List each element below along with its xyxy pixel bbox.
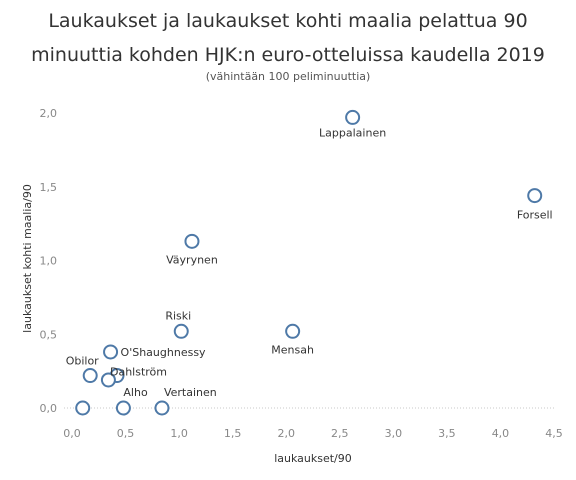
x-tick-label: 4,0 bbox=[492, 427, 510, 440]
point-label: Alho bbox=[123, 386, 148, 399]
point-label: Väyrynen bbox=[166, 253, 218, 266]
y-tick-label: 1,5 bbox=[40, 181, 58, 194]
data-point bbox=[345, 109, 361, 125]
chart-subtitle: (vähintään 100 peliminuuttia) bbox=[205, 70, 371, 83]
data-point bbox=[100, 372, 116, 388]
y-tick-label: 2,0 bbox=[40, 107, 58, 120]
point-label: Dahlström bbox=[110, 366, 167, 379]
data-point bbox=[527, 188, 543, 204]
point-label: Vertainen bbox=[164, 386, 217, 399]
point-label: Forsell bbox=[517, 209, 553, 222]
x-tick-label: 0,0 bbox=[63, 427, 81, 440]
chart-title-line-2: minuuttia kohden HJK:n euro-otteluissa k… bbox=[31, 44, 545, 66]
point-label: Mensah bbox=[271, 343, 314, 356]
chart-title-line-1: Laukaukset ja laukaukset kohti maalia pe… bbox=[48, 10, 528, 32]
y-tick-label: 1,0 bbox=[40, 255, 58, 268]
x-tick-label: 1,5 bbox=[224, 427, 242, 440]
point-label: Riski bbox=[165, 309, 191, 322]
x-tick-label: 3,0 bbox=[385, 427, 403, 440]
x-tick-label: 4,5 bbox=[545, 427, 563, 440]
y-tick-label: 0,0 bbox=[40, 402, 58, 415]
x-axis-title: laukaukset/90 bbox=[274, 452, 352, 465]
point-label: Obilor bbox=[66, 355, 99, 368]
data-point bbox=[103, 344, 119, 360]
x-tick-label: 3,5 bbox=[438, 427, 456, 440]
data-point bbox=[82, 368, 98, 384]
data-point bbox=[154, 400, 170, 416]
point-label: O'Shaughnessy bbox=[121, 346, 207, 359]
point-label: Lappalainen bbox=[319, 126, 386, 139]
data-point bbox=[115, 400, 131, 416]
x-tick-label: 2,5 bbox=[331, 427, 349, 440]
y-axis-title: laukaukset kohti maalia/90 bbox=[21, 184, 34, 333]
data-point bbox=[75, 400, 91, 416]
x-tick-label: 2,0 bbox=[277, 427, 295, 440]
data-point bbox=[285, 323, 301, 339]
data-point bbox=[173, 323, 189, 339]
x-tick-label: 1,0 bbox=[170, 427, 188, 440]
data-point bbox=[184, 233, 200, 249]
y-tick-label: 0,5 bbox=[40, 328, 58, 341]
x-tick-label: 0,5 bbox=[117, 427, 135, 440]
